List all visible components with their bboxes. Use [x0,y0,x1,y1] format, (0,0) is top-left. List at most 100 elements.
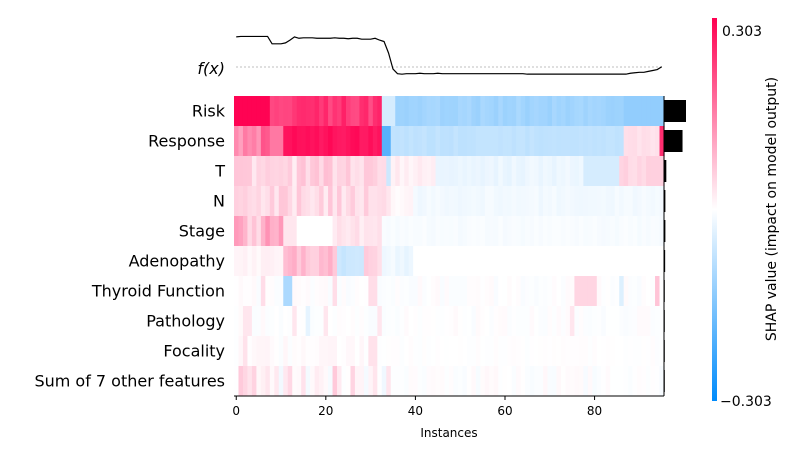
heatmap-cell [386,246,392,277]
heatmap-cell [283,276,289,307]
heatmap-cell [247,156,253,187]
heatmap-cell [260,126,266,157]
heatmap-cell [498,216,504,247]
heatmap-cell [431,246,437,277]
heatmap-cell [596,96,602,127]
heatmap-cell [305,126,311,157]
heatmap-cell [646,126,652,157]
heatmap-cell [471,156,477,187]
heatmap-cell [341,186,347,217]
heatmap-cell [444,276,450,307]
heatmap-cell [444,156,450,187]
heatmap-cell [489,156,495,187]
heatmap-cell [475,336,481,367]
heatmap-cell [242,126,249,157]
heatmap-cell [287,96,293,127]
heatmap-cell [511,336,517,367]
heatmap-cell [628,366,634,397]
heatmap-cell [529,216,535,247]
heatmap-cell [260,96,266,127]
heatmap-cells [234,96,665,397]
heatmap-cell [605,186,611,217]
heatmap-cell [462,366,468,397]
heatmap-cell [301,96,307,127]
heatmap-cell [323,156,329,187]
heatmap-cell [399,246,405,277]
heatmap-cell [431,366,437,397]
heatmap-cell [498,96,504,127]
heatmap-cell [516,216,522,247]
heatmap-cell [534,156,540,187]
heatmap-cell [256,306,262,337]
feature-label: Stage [179,222,225,241]
heatmap-cell [372,336,378,367]
heatmap-cell [287,126,293,157]
heatmap-cell [511,276,517,307]
heatmap-cell [475,186,481,217]
heatmap-cell [520,156,526,187]
heatmap-cell [587,126,593,157]
heatmap-cell [408,366,414,397]
heatmap-cell [354,276,361,307]
heatmap-cell [242,186,249,217]
heatmap-cell [350,276,356,307]
heatmap-cell [601,276,607,307]
heatmap-cell [390,366,396,397]
heatmap-cell [534,126,540,157]
heatmap-cell [359,306,365,337]
heatmap-cell [592,186,598,217]
heatmap-cell [646,306,652,337]
heatmap-cell [502,186,508,217]
heatmap-cell [404,306,410,337]
heatmap-cell [556,216,562,247]
heatmap-cell [310,186,316,217]
heatmap-cell [596,186,602,217]
heatmap-cell [646,246,652,277]
heatmap-cell [592,366,598,397]
heatmap-cell [507,96,513,127]
heatmap-cell [538,246,544,277]
heatmap-cell [471,126,477,157]
heatmap-cell [301,156,307,187]
heatmap-cell [435,306,441,337]
heatmap-cell [480,126,486,157]
heatmap-cell [560,96,567,127]
heatmap-cell [234,156,240,187]
heatmap-cell [413,126,419,157]
heatmap-cell [399,96,405,127]
heatmap-cell [457,246,464,277]
heatmap-cell [372,216,378,247]
heatmap-cell [350,366,356,397]
heatmap-cell [278,336,284,367]
heatmap-cell [319,366,325,397]
heatmap-cell [525,216,531,247]
heatmap-cell [520,276,526,307]
heatmap-cell [337,366,343,397]
heatmap-cell [520,186,526,217]
heatmap-cell [359,336,365,367]
heatmap-cell [345,156,352,187]
heatmap-cell [574,156,580,187]
heatmap-cell [350,216,356,247]
heatmap-cell [471,246,477,277]
heatmap-cell [283,186,289,217]
heatmap-cell [466,336,472,367]
heatmap-cell [332,276,338,307]
heatmap-cell [552,276,558,307]
heatmap-cell [601,306,607,337]
heatmap-cell [234,216,240,247]
heatmap-cell [529,246,535,277]
heatmap-cell [247,186,253,217]
heatmap-cell [363,216,369,247]
heatmap-cell [453,366,459,397]
heatmap-cell [314,216,320,247]
heatmap-cell [234,246,240,277]
heatmap-cell [614,96,620,127]
heatmap-cell [444,366,450,397]
heatmap-cell [453,276,459,307]
heatmap-cell [242,96,249,127]
heatmap-cell [610,156,616,187]
feature-label: Response [148,132,225,151]
heatmap-cell [547,216,553,247]
heatmap-cell [534,336,540,367]
